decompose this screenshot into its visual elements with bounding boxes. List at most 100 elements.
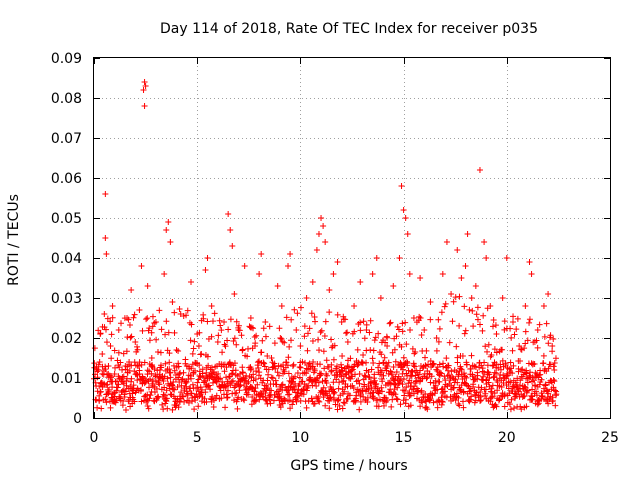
data-point [184, 307, 191, 314]
data-point [533, 388, 540, 395]
data-point [107, 343, 114, 349]
data-point [441, 303, 448, 310]
data-point [497, 361, 504, 368]
data-point [328, 336, 335, 343]
data-point [209, 393, 216, 400]
data-point [332, 401, 339, 408]
data-point [516, 343, 523, 349]
data-point [190, 370, 197, 377]
data-point [317, 329, 324, 336]
data-point [509, 347, 516, 354]
data-point [523, 403, 530, 410]
data-point [436, 378, 443, 385]
data-point [375, 330, 382, 337]
data-point [390, 283, 397, 289]
data-point [153, 385, 160, 392]
data-point [272, 377, 279, 384]
data-point [240, 396, 247, 403]
data-point [277, 334, 284, 341]
data-point [510, 313, 517, 320]
data-point [394, 323, 401, 330]
data-point [507, 325, 514, 332]
data-point [116, 364, 123, 371]
data-point [229, 370, 236, 377]
data-point [375, 403, 382, 410]
data-point [458, 275, 465, 281]
data-point [342, 316, 349, 323]
data-point [258, 349, 265, 356]
data-point [256, 396, 263, 403]
data-point [297, 390, 304, 397]
data-point [315, 231, 322, 237]
data-point [384, 343, 391, 349]
data-point [212, 395, 219, 402]
data-point [372, 334, 379, 341]
data-point [387, 380, 394, 387]
data-point [349, 366, 356, 373]
data-point [341, 388, 348, 395]
data-point [107, 404, 114, 411]
data-point [160, 377, 167, 384]
data-point [468, 352, 475, 359]
data-point [175, 363, 182, 370]
data-point [529, 396, 536, 403]
data-point [409, 368, 416, 375]
data-point [366, 374, 373, 381]
data-point [197, 351, 204, 358]
data-point [296, 374, 303, 381]
data-point [368, 366, 375, 373]
data-point [187, 337, 194, 344]
data-point [203, 398, 210, 405]
data-point [534, 401, 541, 408]
data-point [250, 325, 257, 332]
data-point [370, 360, 377, 367]
data-point [259, 337, 266, 344]
data-point [537, 371, 544, 378]
data-point [140, 87, 147, 93]
data-point [130, 314, 137, 321]
data-point [167, 239, 174, 245]
data-point [317, 372, 324, 379]
data-point [458, 382, 465, 389]
data-point [480, 312, 487, 319]
data-point [334, 397, 341, 404]
data-point [184, 392, 191, 399]
data-point [139, 327, 146, 334]
data-points [91, 79, 560, 413]
data-point [489, 362, 496, 369]
y-tick-labels: 0 0.01 0.02 0.03 0.04 0.05 0.06 0.07 0.08 0.09 [51, 51, 82, 427]
data-point [163, 227, 170, 233]
data-point [149, 382, 156, 389]
data-point [334, 363, 341, 370]
data-point [449, 318, 456, 325]
data-point [524, 337, 531, 344]
data-point [334, 259, 341, 265]
data-point [402, 400, 409, 407]
data-point [101, 311, 108, 317]
data-point [542, 381, 549, 388]
data-point [235, 327, 242, 333]
data-point [158, 374, 165, 381]
data-point [198, 351, 205, 357]
data-point [534, 327, 541, 333]
data-point [165, 329, 172, 336]
data-point [217, 375, 224, 382]
data-point [235, 394, 242, 401]
data-point [323, 380, 330, 387]
data-point [506, 401, 513, 408]
data-point [481, 359, 488, 366]
data-point [122, 406, 129, 413]
data-point [406, 271, 413, 277]
data-point [503, 255, 510, 261]
data-point [373, 255, 380, 261]
data-point [455, 400, 462, 407]
data-point [159, 401, 166, 408]
data-point [276, 390, 283, 397]
data-point [456, 293, 463, 300]
data-point [326, 309, 333, 316]
data-point [111, 371, 118, 377]
data-point [550, 363, 557, 370]
data-point [396, 379, 403, 386]
data-point [466, 306, 473, 313]
data-point [309, 382, 316, 389]
